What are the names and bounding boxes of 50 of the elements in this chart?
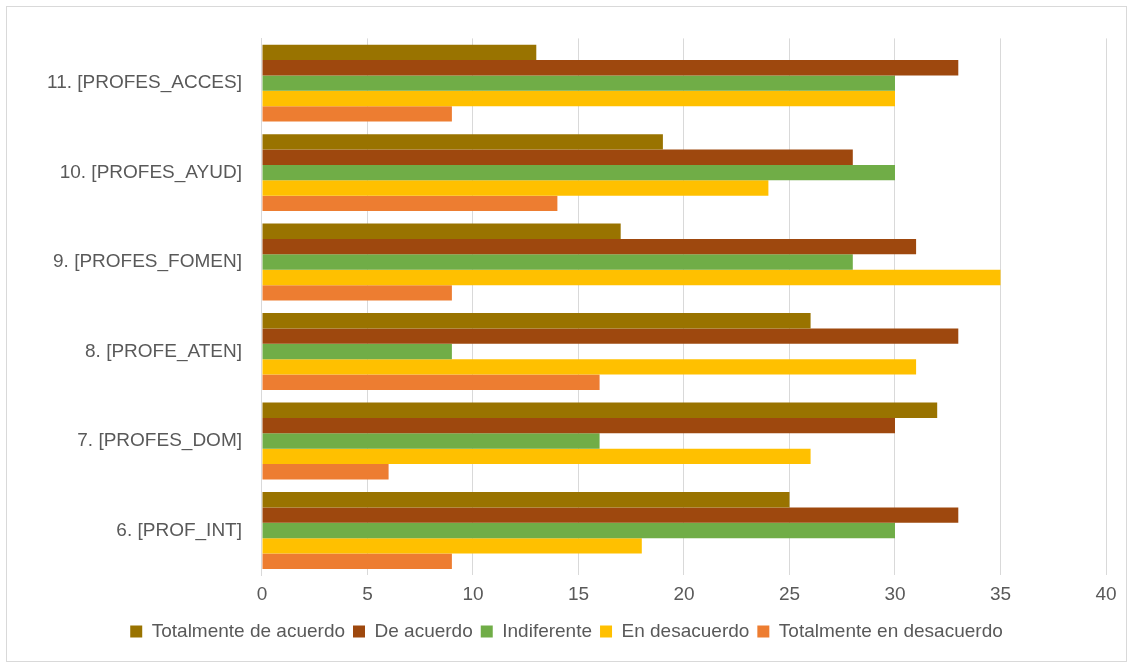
bar <box>262 328 959 344</box>
bar <box>262 538 642 554</box>
bar <box>262 223 621 239</box>
bar <box>262 106 452 122</box>
x-tick-label: 20 <box>673 582 695 604</box>
bar <box>262 180 769 196</box>
bar <box>262 402 938 418</box>
x-tick-label: 25 <box>778 582 801 604</box>
bar <box>262 90 895 107</box>
x-tick-label: 35 <box>989 582 1012 604</box>
bar <box>262 374 600 390</box>
x-tick-label: 40 <box>1095 582 1117 604</box>
bar <box>262 553 452 569</box>
x-tick-label: 15 <box>567 582 590 604</box>
y-tick-label: 8. [PROFE_ATEN] <box>85 339 242 362</box>
bar <box>262 343 452 360</box>
x-tick-label: 10 <box>462 582 484 604</box>
legend-label: Totalmente en desacuerdo <box>778 619 1003 641</box>
bar <box>262 134 663 150</box>
bar <box>262 285 452 301</box>
bar <box>262 433 600 449</box>
x-tick-label: 5 <box>362 582 373 604</box>
bar <box>262 313 811 329</box>
y-tick-label: 9. [PROFES_FOMEN] <box>53 250 242 273</box>
bar <box>262 417 895 434</box>
bar <box>262 164 895 181</box>
y-tick-label: 11. [PROFES_ACCES] <box>46 71 242 94</box>
bar <box>262 448 811 465</box>
legend-label: Totalmente de acuerdo <box>151 619 346 641</box>
x-tick-label: 0 <box>256 582 268 604</box>
bar <box>262 464 389 480</box>
bar <box>262 492 790 508</box>
bar <box>262 238 917 255</box>
x-tick-label: 30 <box>884 582 906 604</box>
bar <box>262 254 853 270</box>
bar <box>262 60 959 76</box>
y-tick-label: 10. [PROFES_AYUD] <box>59 160 242 183</box>
bar <box>262 359 917 375</box>
bar <box>262 149 853 165</box>
bar <box>262 507 959 523</box>
legend-label: En desacuerdo <box>621 619 750 641</box>
legend-label: De acuerdo <box>374 619 473 641</box>
bar <box>262 195 558 212</box>
bar <box>262 522 895 539</box>
y-tick-label: 7. [PROFES_DOM] <box>77 429 242 452</box>
bar <box>262 44 537 61</box>
bar <box>262 269 1001 286</box>
bar <box>262 75 895 91</box>
y-tick-label: 6. [PROF_INT] <box>116 518 242 541</box>
legend-label: Indiferente <box>502 619 593 641</box>
